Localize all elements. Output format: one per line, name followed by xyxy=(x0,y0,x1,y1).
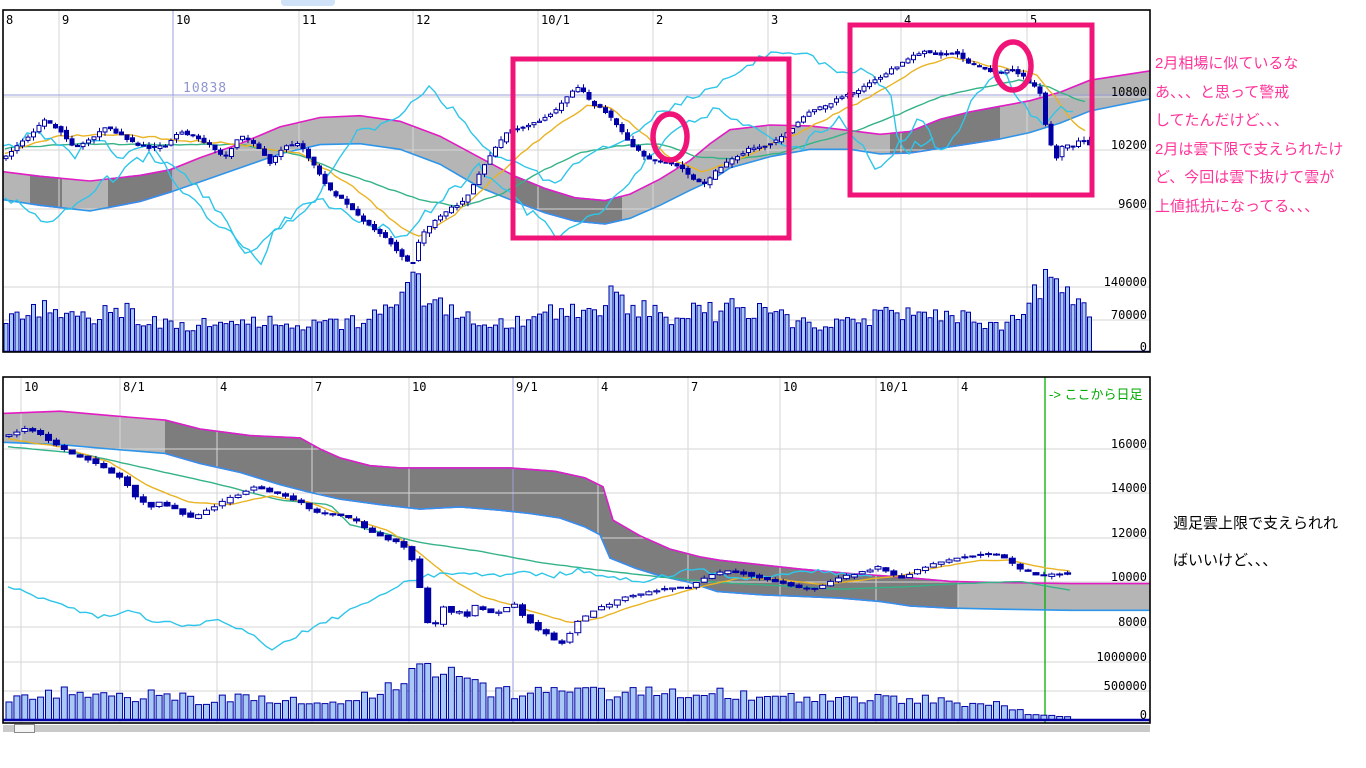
svg-text:2: 2 xyxy=(656,13,663,27)
hand-annotations xyxy=(510,22,1095,241)
svg-text:14000: 14000 xyxy=(1111,481,1147,495)
note-line: ばいいけど、、、 xyxy=(1173,552,1278,569)
svg-text:16000: 16000 xyxy=(1111,437,1147,451)
highlight-box xyxy=(847,22,1095,198)
tenkan-orange xyxy=(4,56,1086,237)
svg-text:8: 8 xyxy=(6,13,13,27)
note-line: してたんだけど、、、 xyxy=(1155,112,1289,129)
panel-nikkei-daily xyxy=(3,10,1150,352)
daily-chart-note: 2月相場に似ているな あ、、、と思って警戒 してたんだけど、、、 2月は雲下限で… xyxy=(1155,50,1343,221)
svg-text:11: 11 xyxy=(302,13,316,27)
svg-text:140000: 140000 xyxy=(1104,275,1147,289)
panel-frame xyxy=(2,9,1151,353)
svg-text:10/1: 10/1 xyxy=(879,380,908,394)
note-line: ど、今回は雲下抜けて雲が xyxy=(1155,169,1335,186)
note-line: 2月相場に似ているな xyxy=(1155,55,1299,72)
svg-text:3: 3 xyxy=(771,13,778,27)
svg-text:10/1: 10/1 xyxy=(541,13,570,27)
svg-text:12000: 12000 xyxy=(1111,526,1147,540)
senkou-b xyxy=(3,441,1150,612)
senkou-a xyxy=(3,410,1150,585)
chikou-cyan xyxy=(3,51,934,266)
svg-text:8000: 8000 xyxy=(1118,615,1147,629)
svg-text:8/1: 8/1 xyxy=(123,380,145,394)
horizontal-scrollbar[interactable] xyxy=(3,724,1150,733)
svg-text:10: 10 xyxy=(176,13,190,27)
panel-nikkei-weekly xyxy=(3,377,1150,723)
svg-text:4: 4 xyxy=(601,380,608,394)
highlight-circle xyxy=(992,39,1034,93)
candlestick-series xyxy=(3,48,1092,264)
svg-text:5: 5 xyxy=(1030,13,1037,27)
scrollbar-thumb[interactable] xyxy=(14,724,35,733)
note-line: 上値抵抗になってる、、、 xyxy=(1155,197,1320,215)
cyan-2 xyxy=(4,69,1074,255)
svg-text:10: 10 xyxy=(412,380,426,394)
ichimoku-cloud-bearish xyxy=(30,70,1000,224)
note-line: あ、、、と思って警戒 xyxy=(1155,83,1290,101)
candlestick-series xyxy=(5,425,1072,646)
ichimoku-cloud-bearish xyxy=(165,420,958,609)
svg-text:0: 0 xyxy=(1140,340,1147,354)
svg-text:9: 9 xyxy=(62,13,69,27)
svg-text:10: 10 xyxy=(783,380,797,394)
svg-text:10200: 10200 xyxy=(1111,138,1147,152)
gridlines xyxy=(3,10,1150,352)
svg-text:4: 4 xyxy=(904,13,911,27)
svg-text:10800: 10800 xyxy=(1111,85,1147,99)
axis-labels: 10 8/1 4 7 10 9/1 4 7 10 10/1 4 16000 14000 12000 1000… xyxy=(24,380,1147,722)
kijun-teal xyxy=(4,79,1086,209)
svg-text:70000: 70000 xyxy=(1111,308,1147,322)
svg-text:12: 12 xyxy=(416,13,430,27)
chikou-cyan xyxy=(7,567,873,651)
svg-text:9600: 9600 xyxy=(1118,197,1147,211)
svg-text:4: 4 xyxy=(961,380,968,394)
svg-text:0: 0 xyxy=(1140,708,1147,722)
kijun-teal xyxy=(7,446,1071,591)
note-line: 週足雲上限で支えられれ xyxy=(1173,515,1339,532)
highlight-circle xyxy=(650,111,690,163)
price-marker-label: 10838 xyxy=(183,81,228,96)
svg-text:10000: 10000 xyxy=(1111,570,1147,584)
svg-text:7: 7 xyxy=(691,380,698,394)
panel-frame xyxy=(2,376,1151,724)
senkou-b xyxy=(3,98,1150,225)
svg-text:10: 10 xyxy=(24,380,38,394)
volume-series xyxy=(5,663,1072,721)
axis-labels: 8 9 10 11 12 10/1 2 3 4 5 10800 10200 9600 140000 7000… xyxy=(6,13,1147,354)
weekly-chart-note: 週足雲上限で支えられれ ばいいけど、、、 xyxy=(1173,505,1338,579)
svg-text:4: 4 xyxy=(220,380,227,394)
daily-start-note: -> ここから日足 xyxy=(1049,387,1143,402)
highlight-box xyxy=(510,56,792,241)
tenkan-orange xyxy=(7,438,1071,624)
window-fragment xyxy=(281,0,335,6)
svg-text:7: 7 xyxy=(315,380,322,394)
svg-text:9/1: 9/1 xyxy=(516,380,538,394)
volume-series xyxy=(3,269,1092,352)
note-line: 2月は雲下限で支えられたけ xyxy=(1155,140,1344,158)
svg-text:500000: 500000 xyxy=(1104,679,1147,693)
svg-text:1000000: 1000000 xyxy=(1096,650,1147,664)
